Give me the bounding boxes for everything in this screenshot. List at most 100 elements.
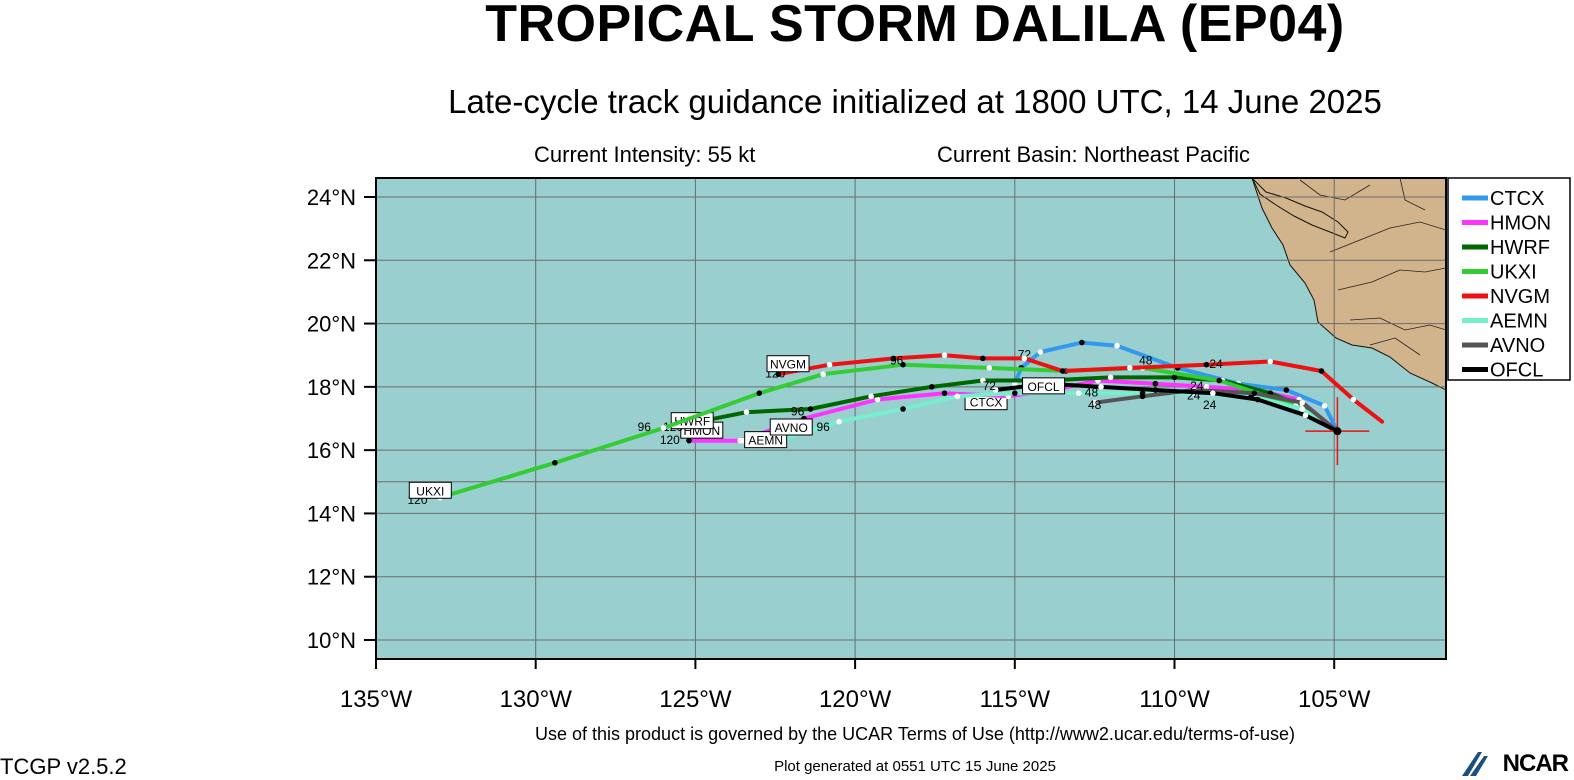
mexico-land <box>1251 178 1446 391</box>
forecast-hour-label: 96 <box>816 420 830 434</box>
track-point-avno <box>1299 399 1306 406</box>
forecast-hour-label: 24 <box>1190 379 1204 393</box>
forecast-hour-label: 120 <box>660 433 680 447</box>
lon-tick-label: 130°W <box>500 686 573 713</box>
track-point-hmon <box>1203 384 1210 390</box>
track-end-label-box <box>1022 377 1066 395</box>
track-point-ukxi <box>900 361 906 368</box>
page-title: TROPICAL STORM DALILA (EP04) <box>485 0 1345 53</box>
forecast-hour-label: 24 <box>1203 398 1217 412</box>
legend-label: HMON <box>1490 213 1551 235</box>
track-avno <box>1092 388 1340 434</box>
forecast-hour-label: 24 <box>1187 389 1201 403</box>
track-point-nvgm <box>1126 365 1133 371</box>
lon-tick-label: 120°W <box>819 686 892 713</box>
track-point-nvgm <box>1059 368 1066 374</box>
track-point-hwrf <box>1107 374 1114 381</box>
lon-tick-label: 125°W <box>659 686 732 713</box>
track-point-hwrf <box>928 384 935 390</box>
legend-label: AEMN <box>1490 311 1548 333</box>
track-point-nvgm <box>1021 355 1028 362</box>
track-point-avno <box>1139 393 1146 400</box>
track-end-label: CTCX <box>970 396 1003 410</box>
latitude-axis: 10°N 12°N 14°N 16°N 18°N 20°N 22°N 24°N <box>307 185 376 653</box>
track-point-ofcl <box>1210 390 1216 396</box>
track-end-label: HWRF <box>674 415 710 429</box>
lat-tick-label: 18°N <box>307 375 356 400</box>
legend-label: AVNO <box>1490 335 1545 357</box>
track-point-nvgm <box>890 355 897 362</box>
track-point-ofcl <box>1254 396 1261 403</box>
track-point-ctcx <box>1079 339 1085 346</box>
track-point-ofcl <box>1098 384 1104 390</box>
track-end-label-box <box>744 431 788 449</box>
track-point-nvgm <box>1350 396 1357 403</box>
track-point-nvgm <box>1318 368 1325 374</box>
track-point-aemn <box>954 393 961 400</box>
track-point-hmon <box>941 390 948 396</box>
current-intensity: Current Intensity: 55 kt <box>534 142 756 167</box>
track-point-ukxi <box>756 390 763 396</box>
track-point-hmon <box>686 437 692 444</box>
track-point-hwrf <box>1171 374 1178 381</box>
track-point-hwrf <box>868 393 874 400</box>
track-point-nvgm <box>1267 358 1274 365</box>
track-point-ukxi <box>986 365 993 371</box>
track-point-ctcx <box>1283 387 1290 393</box>
track-point-ukxi <box>820 371 826 377</box>
track-end-label-box <box>408 481 452 499</box>
position-dot <box>1333 427 1342 436</box>
lon-tick-label: 105°W <box>1298 686 1371 713</box>
ncar-logo-text: NCAR <box>1502 750 1569 777</box>
lat-tick-label: 10°N <box>307 628 356 653</box>
track-point-aemn <box>836 418 842 425</box>
track-point-hwrf <box>807 406 814 412</box>
track-end-label: AVNO <box>775 421 808 435</box>
forecast-hour-label: 48 <box>1088 398 1102 412</box>
track-point-nvgm <box>1203 361 1210 368</box>
track-end-label-box <box>670 412 714 430</box>
track-point-avno <box>1091 399 1098 406</box>
lat-tick-label: 22°N <box>307 248 356 273</box>
track-end-label: AEMN <box>748 434 783 448</box>
track-point-ofcl <box>992 387 999 393</box>
baja-california-land <box>1251 178 1349 239</box>
generated-timestamp: Plot generated at 0551 UTC 15 June 2025 <box>774 758 1056 775</box>
legend-label: OFCL <box>1490 360 1543 382</box>
lat-tick-label: 16°N <box>307 438 356 463</box>
lon-tick-label: 135°W <box>340 686 413 713</box>
version-label: TCGP v2.5.2 <box>0 754 127 779</box>
legend-label: CTCX <box>1490 188 1544 210</box>
lat-tick-label: 20°N <box>307 312 356 337</box>
track-point-ukxi <box>1216 377 1223 384</box>
track-point-nvgm <box>980 355 986 362</box>
ncar-logo-icon <box>1462 752 1488 776</box>
legend-label: HWRF <box>1490 237 1550 259</box>
lat-tick-label: 14°N <box>307 501 356 526</box>
track-point-aemn <box>1012 390 1018 396</box>
track-point-ofcl <box>1152 387 1159 393</box>
forecast-hour-label: 96 <box>638 420 652 434</box>
forecast-hour-label: 96 <box>791 404 805 418</box>
current-basin: Current Basin: Northeast Pacific <box>937 142 1251 167</box>
track-ukxi <box>437 362 1340 500</box>
track-end-label: UKXI <box>416 484 444 498</box>
forecast-hour-label: 96 <box>890 354 904 368</box>
track-point-ofcl <box>1302 412 1309 419</box>
track-point-nvgm <box>826 361 833 368</box>
ncar-logo: NCAR <box>1458 748 1569 778</box>
track-point-aemn <box>1299 406 1306 412</box>
lon-tick-label: 110°W <box>1139 686 1210 713</box>
track-point-ctcx <box>1114 342 1120 349</box>
forecast-hour-label: 72 <box>983 379 997 393</box>
lat-tick-label: 12°N <box>307 565 356 590</box>
terms-of-use-note: Use of this product is governed by the U… <box>535 724 1295 744</box>
forecast-hour-label: 48 <box>1085 385 1099 399</box>
legend-label: NVGM <box>1490 286 1550 308</box>
lat-tick-label: 24°N <box>307 185 356 210</box>
forecast-tracks: 72CTCX120HMON12096HWRF96120UKXI961202448… <box>408 339 1385 507</box>
longitude-axis: 135°W 130°W 125°W 120°W 115°W 110°W 105°W <box>340 659 1371 713</box>
track-end-label: OFCL <box>1028 380 1060 394</box>
